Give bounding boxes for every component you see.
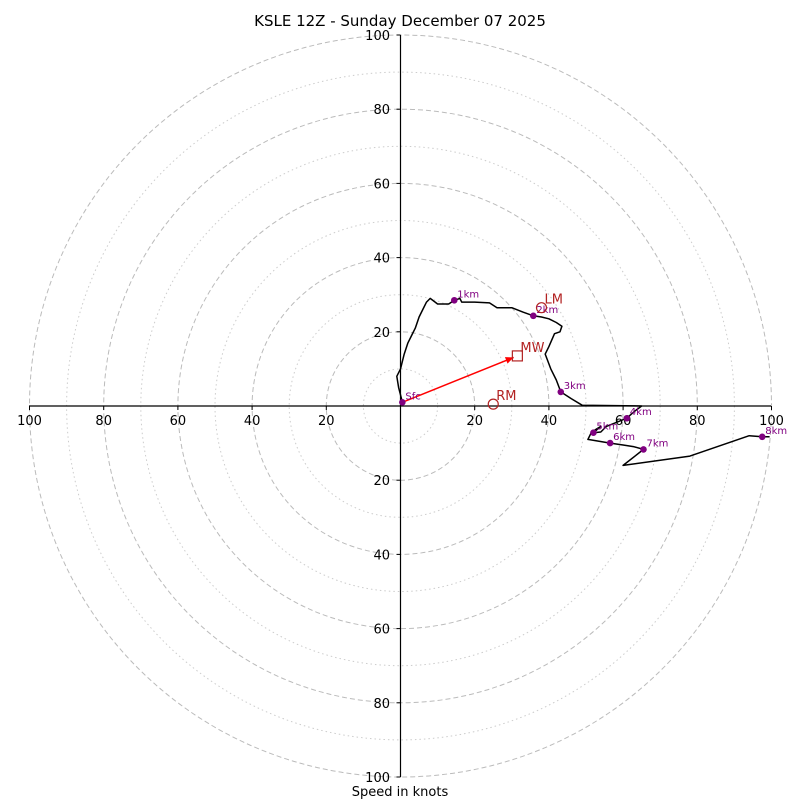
height-marker: 2km [530,305,558,320]
x-tick-label: 80 [689,414,706,429]
motion-marker-label: MW [520,341,544,356]
y-tick-label: 100 [365,771,390,786]
y-tick-label: 20 [373,326,390,341]
x-axis-label: Speed in knots [352,785,449,800]
shear-vector-layer [402,356,514,403]
motion-marker-mw: MW [511,341,545,362]
x-tick-label: 100 [759,414,784,429]
shear-vector-arrowhead [504,357,514,364]
x-tick-label: 20 [318,414,335,429]
y-tick-label: 60 [373,623,390,638]
height-marker-dot [590,429,597,437]
height-marker-dot [450,296,458,304]
motion-marker-square [511,350,523,362]
height-marker-dot [623,414,631,422]
height-marker: 3km [557,381,586,396]
height-marker-label: 1km [457,289,479,300]
y-tick-label: 40 [373,252,390,267]
x-tick-label: 40 [541,414,558,429]
x-tick-label: 100 [17,414,42,429]
x-tick-label: 80 [95,414,112,429]
x-tick-label: 20 [466,414,483,429]
height-marker-dot [758,433,766,441]
storm-motion-markers: LM MW RM [487,293,563,410]
height-marker-label: 3km [564,381,586,392]
y-tick-label: 80 [373,697,390,712]
motion-marker-circle [535,302,548,314]
height-marker-dot [606,439,614,447]
height-marker-dot [640,446,647,453]
motion-marker-circle [487,398,499,410]
x-tick-label: 40 [244,414,261,429]
y-tick-label: 40 [373,548,390,563]
hodograph-trace [396,297,770,467]
height-marker-label: Sfc [405,391,420,402]
height-marker: 6km [606,432,635,447]
height-marker-dot [557,388,565,396]
y-tick-label: 100 [365,29,390,44]
height-marker: 7km [640,438,669,453]
height-marker-label: 6km [613,432,635,443]
y-tick-label: 20 [373,474,390,489]
height-marker-dot [530,312,537,320]
height-marker: 4km [623,407,652,422]
height-marker-label: 8km [765,426,787,437]
chart-title: KSLE 12Z - Sunday December 07 2025 [254,12,546,30]
height-marker: 5km [590,422,618,437]
height-marker: Sfc [399,391,421,406]
motion-marker-label: LM [544,293,562,308]
height-marker-label: 2km [536,305,558,316]
height-marker-label: 5km [596,422,618,433]
hodograph-trace-layer [396,297,770,467]
y-tick-label: 80 [373,103,390,118]
height-marker-label: 4km [630,407,652,418]
motion-marker-rm: RM [487,389,517,410]
height-marker-dot [399,398,406,406]
chart-axes [29,35,771,777]
tick-labels: 100 80 60 40 20 20 40 60 80 100100806040202040608… [17,29,784,786]
height-marker-label: 7km [647,438,669,449]
y-tick-label: 60 [373,177,390,192]
height-marker: 1km [450,289,479,304]
motion-marker-lm: LM [535,293,563,314]
x-tick-label: 60 [170,414,187,429]
shear-vector-line [402,356,514,403]
motion-marker-label: RM [496,389,516,404]
height-marker: 8km [758,426,787,441]
